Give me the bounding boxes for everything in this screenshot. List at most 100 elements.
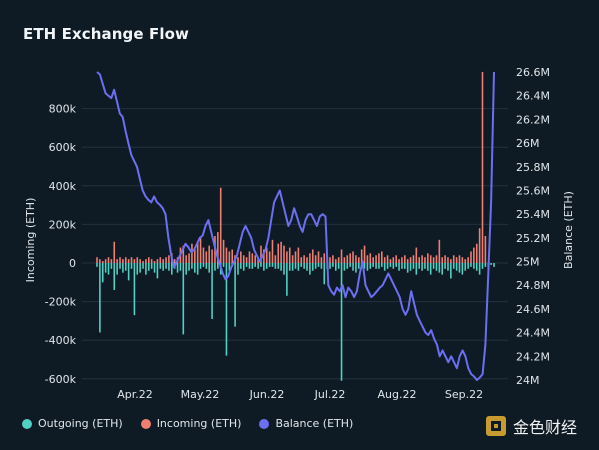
bar-outgoing [435, 263, 438, 271]
bar-outgoing [99, 263, 101, 333]
y-right-tick-label: 25.4M [516, 208, 550, 221]
bar-outgoing [346, 263, 349, 269]
bar-outgoing [306, 263, 308, 271]
bar-incoming [406, 259, 409, 263]
bar-incoming [323, 253, 326, 263]
bar-outgoing [119, 263, 121, 269]
bar-outgoing [309, 263, 311, 275]
bar-outgoing [96, 263, 98, 267]
bar-outgoing [271, 263, 274, 267]
bar-outgoing [288, 263, 291, 271]
bar-outgoing [196, 263, 199, 275]
bar-outgoing [311, 263, 314, 271]
bar-incoming [145, 259, 147, 263]
bar-outgoing [464, 263, 467, 271]
bar-outgoing [191, 263, 193, 269]
bar-incoming [237, 257, 239, 263]
bar-outgoing [300, 263, 303, 267]
bar-outgoing [381, 263, 383, 267]
y-right-tick-label: 24M [516, 374, 540, 387]
bar-incoming [418, 257, 420, 263]
watermark: 金色财经 [485, 414, 577, 438]
bar-outgoing [242, 263, 245, 271]
bar-incoming [478, 228, 481, 263]
bar-incoming [122, 259, 124, 263]
bar-incoming [202, 247, 205, 263]
bar-outgoing [357, 263, 360, 269]
bar-outgoing [424, 263, 426, 269]
bar-incoming [306, 257, 308, 263]
bar-outgoing [493, 263, 495, 267]
bar-outgoing [375, 263, 377, 269]
y-right-tick-label: 26.2M [516, 113, 550, 126]
bar-incoming [458, 255, 461, 263]
bar-incoming [188, 253, 190, 263]
bar-outgoing [386, 263, 389, 269]
bar-outgoing [274, 263, 277, 269]
bar-outgoing [153, 263, 156, 273]
bar-incoming [147, 257, 150, 263]
line-layer [96, 71, 495, 381]
bar-incoming [150, 259, 153, 263]
bar-outgoing [291, 263, 294, 271]
bar-outgoing [150, 263, 153, 269]
bar-incoming [240, 251, 242, 263]
bar-outgoing [389, 263, 392, 267]
x-tick-label: Jun.22 [249, 388, 285, 401]
bar-outgoing [165, 263, 167, 269]
bar-incoming [260, 245, 262, 263]
bar-outgoing [179, 263, 182, 271]
bar-incoming [375, 255, 377, 263]
bar-outgoing [392, 263, 395, 269]
bar-outgoing [372, 263, 374, 267]
bar-incoming [294, 251, 297, 263]
bar-incoming [349, 253, 351, 263]
bar-outgoing [122, 263, 124, 273]
bar-incoming [303, 255, 305, 263]
y-left-tick-label: -200k [45, 296, 77, 309]
bar-incoming [271, 239, 274, 263]
bar-outgoing [455, 263, 458, 271]
bar-outgoing [458, 263, 461, 273]
bar-outgoing [337, 263, 340, 269]
bar-outgoing [147, 263, 150, 271]
bar-incoming [450, 259, 452, 263]
bar-outgoing [484, 263, 487, 267]
bar-incoming [381, 251, 383, 263]
bar-outgoing [283, 263, 285, 275]
y-left-tick-label: 600k [49, 141, 77, 154]
bar-incoming [401, 257, 403, 263]
bar-incoming [392, 257, 395, 263]
chart-title: ETH Exchange Flow [23, 25, 189, 43]
bar-outgoing [467, 263, 469, 269]
balance-line [96, 71, 495, 381]
legend-swatch-balance [259, 418, 270, 429]
legend-swatch-incoming [140, 418, 151, 429]
bar-outgoing [257, 263, 259, 269]
bar-incoming [156, 259, 159, 263]
bar-outgoing [240, 263, 242, 269]
x-tick-label: May.22 [181, 388, 220, 401]
bar-outgoing [473, 263, 475, 269]
bar-incoming [225, 247, 228, 263]
bar-incoming [360, 249, 363, 263]
legend-item-balance[interactable]: Balance (ETH) [259, 417, 353, 430]
bar-incoming [386, 255, 389, 263]
bar-incoming [288, 247, 291, 263]
bar-outgoing [156, 263, 159, 279]
bar-incoming [395, 255, 397, 263]
bar-incoming [421, 255, 423, 263]
bar-incoming [119, 257, 121, 263]
bar-incoming [265, 247, 268, 263]
bar-incoming [133, 259, 136, 263]
y-left-tick-label: 800k [49, 103, 77, 116]
y-right-tick-label: 26M [516, 137, 540, 150]
bar-incoming [185, 255, 187, 263]
bar-incoming [274, 255, 277, 263]
bar-incoming [263, 249, 265, 263]
y-left-tick-label: 0 [69, 257, 76, 270]
bar-incoming [383, 257, 386, 263]
y-left-tick-label: -600k [45, 373, 77, 386]
legend-item-outgoing[interactable]: Outgoing (ETH) [22, 417, 123, 430]
legend-item-incoming[interactable]: Incoming (ETH) [140, 417, 241, 430]
